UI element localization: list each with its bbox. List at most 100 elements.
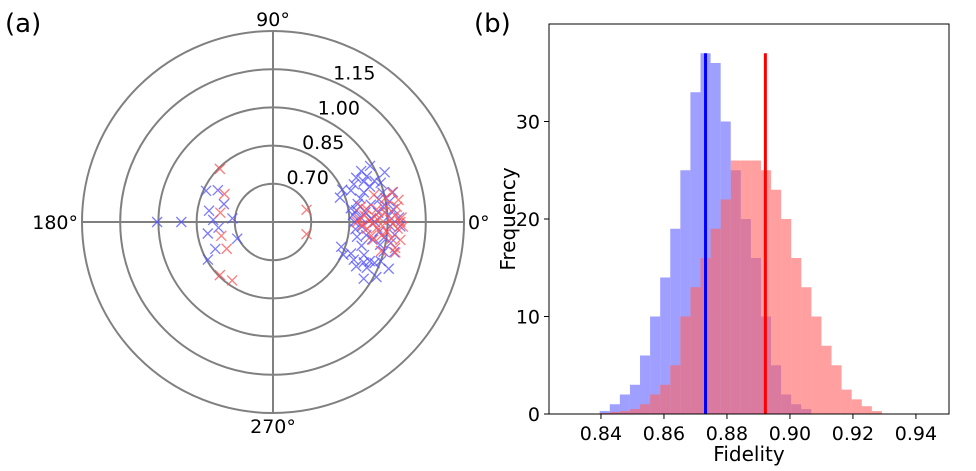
red-marker xyxy=(354,213,365,225)
blue-histogram-bar xyxy=(650,316,661,414)
red-histogram-bar xyxy=(821,345,832,414)
red-histogram-bar xyxy=(841,389,852,414)
red-marker xyxy=(367,234,379,246)
blue-marker xyxy=(202,254,214,266)
red-marker xyxy=(226,274,238,286)
red-marker xyxy=(376,229,388,241)
red-marker xyxy=(368,189,380,201)
blue-marker xyxy=(151,216,163,228)
blue-marker xyxy=(335,241,347,253)
red-histogram-bar xyxy=(771,189,782,414)
red-marker xyxy=(214,163,226,175)
red-marker xyxy=(397,221,409,232)
fidelity-histogram-chart: 0.84 0.86 0.88 0.90 0.92 0.94 0 10 20 30 Fidelity F… xyxy=(496,23,950,466)
red-marker xyxy=(374,212,386,224)
blue-marker xyxy=(358,273,370,285)
red-histogram-bar xyxy=(740,160,751,414)
blue-marker xyxy=(226,212,238,224)
blue-histogram-bar xyxy=(599,411,610,414)
red-histogram-bar xyxy=(640,404,651,414)
x-tick-label: 0.90 xyxy=(769,423,811,445)
red-histogram-bar xyxy=(650,394,661,414)
radial-tick-label: 1.00 xyxy=(318,97,360,119)
blue-marker xyxy=(361,262,373,274)
blue-marker xyxy=(350,172,362,184)
red-histogram-bar xyxy=(710,228,721,414)
red-marker xyxy=(355,201,367,212)
blue-marker xyxy=(212,184,224,196)
red-histogram-bar xyxy=(791,258,802,414)
blue-marker xyxy=(364,160,376,172)
red-marker xyxy=(219,188,230,200)
red-marker xyxy=(376,220,388,232)
red-marker xyxy=(389,247,401,258)
red-marker xyxy=(386,186,398,198)
blue-histogram-bar xyxy=(640,355,651,414)
red-marker xyxy=(386,233,397,245)
angle-tick-label: 0° xyxy=(468,212,490,234)
blue-marker xyxy=(334,192,346,204)
red-histogram-bar xyxy=(730,160,741,414)
blue-marker xyxy=(358,176,370,188)
y-tick-label: 10 xyxy=(516,307,540,329)
red-marker xyxy=(371,203,383,215)
red-marker xyxy=(301,204,312,216)
red-marker xyxy=(381,226,393,238)
red-marker xyxy=(214,269,226,281)
blue-histogram-bar xyxy=(609,404,620,414)
red-marker xyxy=(214,207,226,219)
x-axis-label: Fidelity xyxy=(713,442,785,466)
blue-marker xyxy=(218,198,230,210)
blue-marker xyxy=(369,175,380,187)
red-histogram-bar xyxy=(811,316,822,414)
blue-histogram-bar xyxy=(660,277,671,414)
x-tick-label: 0.94 xyxy=(895,423,937,445)
blue-marker xyxy=(337,249,349,261)
blue-marker xyxy=(384,195,396,207)
blue-marker xyxy=(369,257,380,269)
blue-marker xyxy=(364,181,376,193)
blue-marker xyxy=(213,222,225,234)
red-marker xyxy=(301,228,312,240)
blue-histogram-bar xyxy=(670,228,681,414)
blue-marker xyxy=(350,260,362,272)
blue-marker xyxy=(356,240,368,252)
blue-marker xyxy=(375,177,387,189)
red-histogram-bar xyxy=(720,199,731,414)
blue-marker xyxy=(231,233,243,245)
radial-tick-label: 1.15 xyxy=(333,62,375,84)
blue-marker xyxy=(387,186,399,198)
y-tick-label: 30 xyxy=(516,112,540,134)
red-histogram-bar xyxy=(781,219,792,414)
blue-marker xyxy=(358,256,370,268)
blue-marker xyxy=(209,243,221,255)
blue-marker xyxy=(383,263,395,275)
red-marker xyxy=(396,212,407,223)
panel-b-label: (b) xyxy=(474,9,511,39)
red-histogram-bar xyxy=(690,287,701,414)
blue-marker xyxy=(175,216,187,228)
blue-marker xyxy=(203,205,215,217)
blue-histogram-bar xyxy=(629,384,641,414)
red-marker xyxy=(379,206,391,218)
radial-tick-label: 0.70 xyxy=(287,167,329,189)
red-marker xyxy=(356,219,368,231)
red-marker xyxy=(215,230,227,242)
y-axis-label: Frequency xyxy=(496,167,520,270)
red-histogram-bar xyxy=(831,365,842,414)
x-tick-label: 0.86 xyxy=(643,423,685,445)
blue-marker xyxy=(336,184,348,196)
red-histogram-bar xyxy=(851,399,862,414)
red-marker xyxy=(394,234,406,246)
blue-marker xyxy=(355,165,367,177)
blue-histogram-bar xyxy=(619,394,630,414)
red-histogram-bar xyxy=(629,409,641,414)
red-marker xyxy=(391,201,403,213)
red-histogram-bar xyxy=(801,287,812,414)
polar-scatter-chart: 0.70 0.85 1.00 1.15 0° 90° 180° 270° xyxy=(32,9,489,438)
red-histogram-bar xyxy=(861,406,872,414)
blue-marker xyxy=(385,237,397,249)
blue-histogram-bar xyxy=(690,92,701,414)
angle-tick-label: 270° xyxy=(250,416,296,438)
